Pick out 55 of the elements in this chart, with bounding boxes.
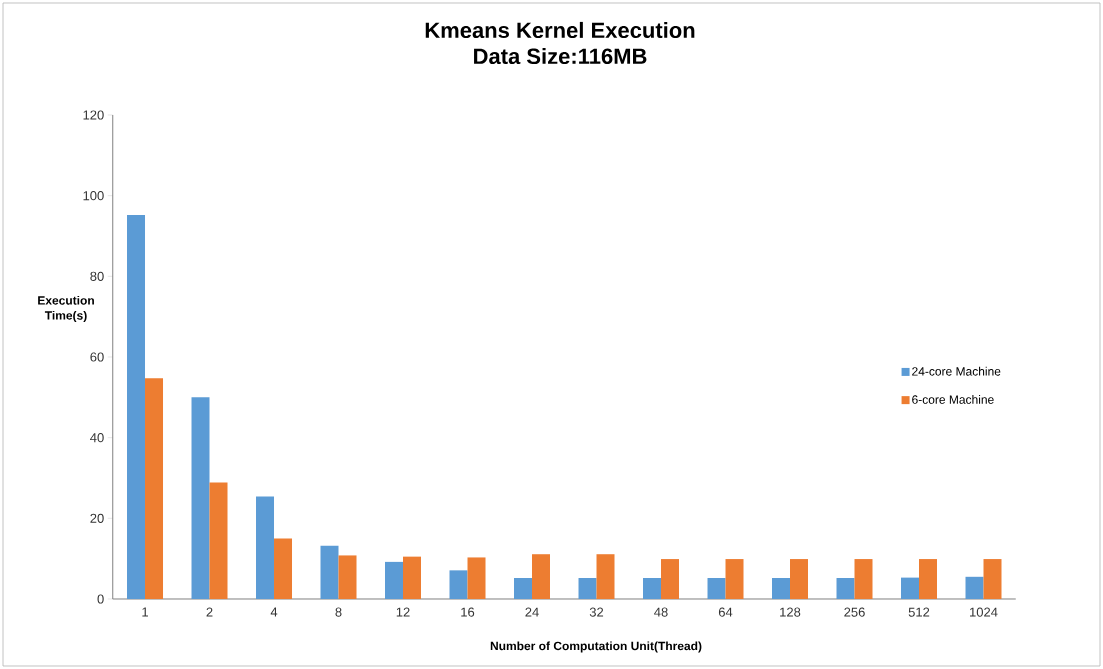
bar — [449, 570, 468, 599]
y-tick-label: 0 — [97, 594, 104, 604]
bar — [919, 559, 937, 599]
x-tick-label: 512 — [908, 607, 930, 617]
y-tick-label: 20 — [90, 513, 104, 523]
bar — [274, 538, 293, 599]
bar — [338, 555, 357, 599]
bar — [725, 559, 744, 599]
x-tick-label: 1024 — [970, 607, 998, 617]
legend-label: 24-core Machine — [912, 366, 1001, 376]
x-tick-label: 1 — [142, 607, 148, 617]
bar — [983, 559, 1002, 599]
bar — [127, 215, 146, 599]
bar — [965, 576, 984, 599]
x-tick-label: 2 — [206, 607, 213, 617]
bar — [596, 554, 615, 599]
bar — [403, 556, 422, 599]
x-tick-label: 128 — [780, 607, 801, 617]
y-tick-label: 100 — [83, 191, 104, 201]
bar — [256, 496, 275, 599]
bar — [772, 578, 790, 599]
y-tick-label: 80 — [90, 271, 104, 281]
bar — [643, 578, 662, 599]
bar — [191, 397, 210, 599]
x-tick-label: 64 — [718, 607, 733, 617]
x-tick-label: 4 — [270, 607, 278, 617]
x-tick-label: 12 — [396, 607, 410, 617]
bar — [901, 577, 919, 599]
bar — [532, 554, 551, 599]
bar — [467, 557, 486, 599]
bar — [320, 545, 339, 599]
chart-subtitle: Data Size:116MB — [474, 47, 647, 65]
x-tick-label: 256 — [844, 607, 865, 617]
x-axis-title: Number of Computation Unit(Thread) — [490, 641, 702, 653]
x-tick-label: 16 — [461, 607, 475, 617]
chart-title: Kmeans Kernel Execution — [425, 21, 695, 39]
bar — [854, 559, 873, 599]
bar — [836, 578, 855, 599]
bar — [707, 578, 726, 599]
bar — [385, 561, 404, 599]
y-tick-label: 120 — [83, 110, 104, 120]
legend-label: 6-core Machine — [912, 395, 994, 404]
bar — [514, 578, 533, 599]
x-tick-label: 48 — [654, 607, 668, 617]
x-tick-label: 8 — [335, 607, 342, 617]
bar — [209, 482, 228, 599]
x-tick-label: 32 — [589, 607, 604, 617]
bar — [145, 378, 164, 599]
x-tick-label: 24 — [525, 607, 539, 617]
bar — [578, 578, 597, 599]
y-axis-title: Execution Time(s) — [38, 295, 94, 323]
bar — [661, 559, 680, 599]
y-tick-label: 40 — [90, 433, 104, 443]
bar — [790, 559, 808, 599]
y-tick-label: 60 — [90, 352, 104, 362]
